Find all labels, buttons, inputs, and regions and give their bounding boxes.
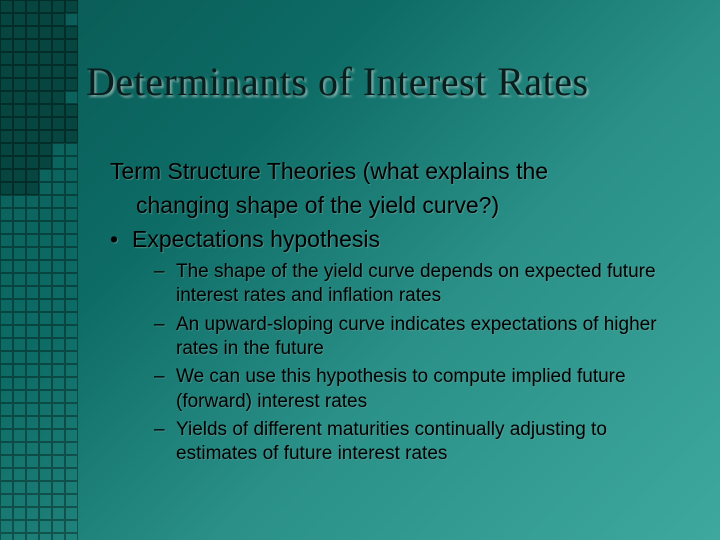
slide-content: Term Structure Theories (what explains t… xyxy=(110,158,680,470)
intro-text-line1: Term Structure Theories (what explains t… xyxy=(110,158,680,186)
sub-bullet-item: – We can use this hypothesis to compute … xyxy=(154,365,680,414)
bullet-dot-icon: • xyxy=(110,225,132,254)
slide-title: Determinants of Interest Rates xyxy=(86,58,700,105)
sub-bullet-item: – An upward-sloping curve indicates expe… xyxy=(154,313,680,362)
bullet-item: • Expectations hypothesis xyxy=(110,225,680,254)
dash-icon: – xyxy=(154,313,176,337)
dash-icon: – xyxy=(154,260,176,284)
sub-bullet-label: We can use this hypothesis to compute im… xyxy=(176,365,680,414)
sub-bullet-label: Yields of different maturities continual… xyxy=(176,418,680,467)
dash-icon: – xyxy=(154,365,176,389)
sub-bullet-list: – The shape of the yield curve depends o… xyxy=(110,260,680,467)
intro-text-line2: changing shape of the yield curve?) xyxy=(110,192,680,220)
sub-bullet-label: An upward-sloping curve indicates expect… xyxy=(176,313,680,362)
sub-bullet-item: – The shape of the yield curve depends o… xyxy=(154,260,680,309)
slide: Determinants of Interest Rates Term Stru… xyxy=(0,0,720,540)
sub-bullet-item: – Yields of different maturities continu… xyxy=(154,418,680,467)
sub-bullet-label: The shape of the yield curve depends on … xyxy=(176,260,680,309)
grid-decoration xyxy=(0,0,78,540)
dash-icon: – xyxy=(154,418,176,442)
bullet-label: Expectations hypothesis xyxy=(132,225,380,254)
